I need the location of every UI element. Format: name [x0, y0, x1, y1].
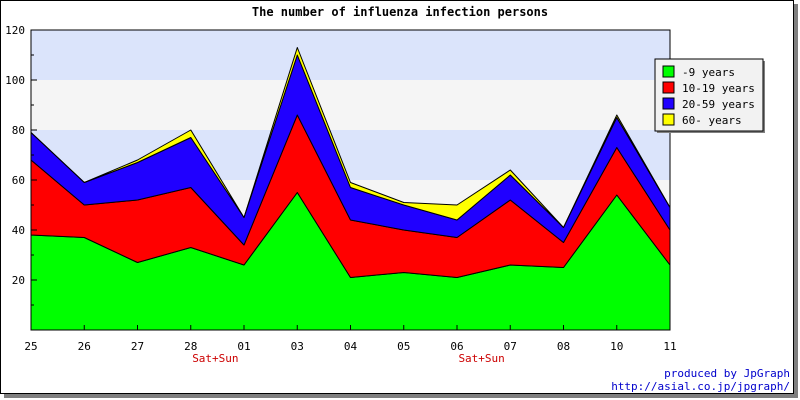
x-tick-label: 26 — [78, 340, 91, 353]
credit-line-1: produced by JpGraph — [664, 367, 790, 380]
legend-label: -9 years — [682, 66, 735, 79]
y-tick-label: 60 — [12, 174, 25, 187]
y-tick-label: 20 — [12, 274, 25, 287]
x-tick-label: 04 — [344, 340, 358, 353]
x-tick-label: 03 — [291, 340, 304, 353]
x-tick-label: 28 — [184, 340, 197, 353]
x-tick-label: 25 — [24, 340, 37, 353]
legend-label: 10-19 years — [682, 82, 755, 95]
legend-swatch — [662, 81, 675, 94]
chart-title: The number of influenza infection person… — [252, 5, 548, 19]
background-band — [31, 80, 670, 130]
y-tick-label: 40 — [12, 224, 25, 237]
x-tick-label: 27 — [131, 340, 144, 353]
background-band — [31, 30, 670, 80]
x-tick-label: 08 — [557, 340, 570, 353]
legend-label: 60- years — [682, 114, 742, 127]
weekend-label: Sat+Sun — [458, 352, 504, 365]
weekend-label: Sat+Sun — [192, 352, 238, 365]
legend-swatch — [662, 65, 675, 78]
legend: -9 years 10-19 years 20-59 years 60- years — [654, 58, 765, 133]
legend-swatch — [662, 97, 675, 110]
x-tick-label: 11 — [663, 340, 676, 353]
legend-label: 20-59 years — [682, 98, 755, 111]
y-tick-label: 120 — [5, 24, 25, 37]
x-tick-label: 05 — [397, 340, 410, 353]
legend-swatch — [662, 113, 675, 126]
x-tick-label: 01 — [237, 340, 250, 353]
credit-line-2: http://asial.co.jp/jpgraph/ — [611, 380, 790, 393]
x-tick-label: 10 — [610, 340, 623, 353]
x-tick-label: 06 — [450, 340, 463, 353]
x-tick-label: 07 — [504, 340, 517, 353]
y-tick-label: 80 — [12, 124, 25, 137]
y-tick-label: 100 — [5, 74, 25, 87]
axes: 20 40 60 80 100 120 25 26 27 28 01 03 04 05 06 07 08 10 11… — [5, 24, 677, 365]
